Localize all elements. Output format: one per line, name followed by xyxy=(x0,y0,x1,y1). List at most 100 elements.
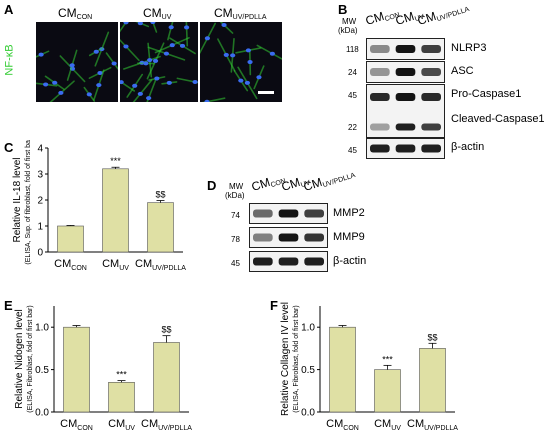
y-axis-label: Relative Nidogen level xyxy=(14,309,25,409)
cell-nucleus xyxy=(52,80,58,85)
panel-a-letter: A xyxy=(4,2,14,17)
blot-label-cleaved-caspase1: Cleaved-Caspase1 xyxy=(451,113,545,125)
blot-band xyxy=(395,45,416,53)
blot-band xyxy=(253,209,273,218)
cell-nucleus xyxy=(150,22,156,25)
bar xyxy=(419,348,446,413)
cell-nucleus xyxy=(166,80,172,85)
cell-nucleus xyxy=(163,51,170,56)
blot-label-procaspase1: Pro-Caspase1 xyxy=(451,88,522,100)
y-axis-label: Relative Collagen IV level xyxy=(280,302,291,416)
category-label: CMUV/PDLLA xyxy=(407,418,458,432)
y-tick-label: 0.0 xyxy=(301,408,315,419)
significance-mark: *** xyxy=(110,156,121,166)
blot-caspase xyxy=(366,84,445,138)
significance-mark: $$ xyxy=(161,325,171,335)
cell-nucleus xyxy=(247,60,253,65)
cell-body xyxy=(256,44,282,60)
bar xyxy=(153,342,180,413)
cell-nucleus xyxy=(154,76,160,81)
blot-band xyxy=(395,68,416,76)
cell-nucleus xyxy=(169,43,175,48)
panel-b-mw-row-1: 118 xyxy=(346,45,359,54)
cell-nucleus xyxy=(223,52,229,57)
blot-mmp2 xyxy=(249,203,328,224)
blot-b-0 xyxy=(370,45,441,53)
cell-nucleus xyxy=(43,82,49,87)
cell-nucleus xyxy=(58,90,64,95)
blot-d-1 xyxy=(253,233,324,242)
cell-nucleus xyxy=(238,78,244,83)
bar xyxy=(147,202,174,253)
blot-label-nlrp3: NLRP3 xyxy=(451,42,487,54)
y-tick-label: 0 xyxy=(37,248,43,259)
bar xyxy=(329,326,356,413)
cell-body xyxy=(201,97,226,102)
y-tick-label: 1.0 xyxy=(35,323,49,334)
cell-nucleus xyxy=(244,80,250,85)
y-tick-label: 0.5 xyxy=(35,365,49,376)
panel-d-mw: MW xyxy=(229,182,244,191)
cell-nucleus xyxy=(204,36,211,41)
scale-bar xyxy=(258,91,274,94)
blot-band xyxy=(421,68,441,76)
blot-nlrp3 xyxy=(366,38,445,60)
cell-nucleus xyxy=(221,22,227,27)
blot-band xyxy=(304,233,324,242)
cell-body xyxy=(120,38,140,62)
cell-nucleus xyxy=(245,48,251,53)
y-axis-label: Relative IL-18 level xyxy=(12,157,23,242)
significance-mark: $$ xyxy=(427,332,437,342)
y-tick-label: 1 xyxy=(37,222,43,233)
category-label: CMUV xyxy=(108,418,135,432)
cell-nucleus xyxy=(137,91,143,96)
panel-d-condition-3: CMUV/PDLLA xyxy=(301,172,357,194)
bar xyxy=(63,326,90,413)
blot-label-asc: ASC xyxy=(451,65,474,77)
blot-band xyxy=(370,93,390,101)
cell-nucleus xyxy=(168,25,174,30)
significance-mark: *** xyxy=(116,370,127,380)
blot-band xyxy=(304,257,324,266)
blot-band xyxy=(421,123,441,131)
cell-body xyxy=(167,22,174,41)
significance-mark: $$ xyxy=(155,190,165,200)
blot-d-2 xyxy=(253,257,324,266)
cell-nucleus xyxy=(69,63,75,68)
bar xyxy=(108,382,135,413)
category-label: CMUV/PDLLA xyxy=(135,258,186,272)
panel-f-letter: F xyxy=(270,298,278,313)
panel-b-mw: MW xyxy=(342,17,357,26)
bar xyxy=(102,168,129,253)
cell-nucleus xyxy=(147,58,153,63)
blot-b-actin xyxy=(366,138,445,159)
blot-d-0 xyxy=(253,209,324,218)
cell-nucleus xyxy=(132,83,138,88)
blot-label-b-actin: β-actin xyxy=(451,141,485,153)
micrograph-con xyxy=(36,22,118,102)
cell-nucleus xyxy=(152,58,159,63)
micrograph-con-cells xyxy=(36,31,118,102)
category-label: CMUV xyxy=(374,418,401,432)
cell-nucleus xyxy=(120,80,124,85)
cell-nucleus xyxy=(143,61,149,66)
y-tick-label: 0.5 xyxy=(301,365,315,376)
blot-band xyxy=(421,45,441,53)
micrograph-uvpdlla-cells xyxy=(200,22,282,102)
blot-b-2 xyxy=(370,93,441,131)
cell-nucleus xyxy=(146,96,152,101)
y-axis-sublabel: (ELISA, Fibroblast, fold of first bar) xyxy=(293,305,300,412)
blot-band xyxy=(395,123,416,131)
micrograph-uv-cells xyxy=(120,22,198,102)
panel-a-condition-1: CMCON xyxy=(58,6,93,21)
micrograph-uv-pdlla xyxy=(200,22,282,102)
cell-nucleus xyxy=(111,61,117,66)
blot-band xyxy=(370,123,390,131)
cell-nucleus xyxy=(86,92,92,97)
panel-b-mw-row-5: 45 xyxy=(348,146,357,155)
blot-band xyxy=(253,233,273,242)
blot-d-b-actin xyxy=(249,251,328,272)
blot-band xyxy=(370,45,390,53)
blot-band xyxy=(278,233,299,242)
blot-band xyxy=(395,144,416,153)
